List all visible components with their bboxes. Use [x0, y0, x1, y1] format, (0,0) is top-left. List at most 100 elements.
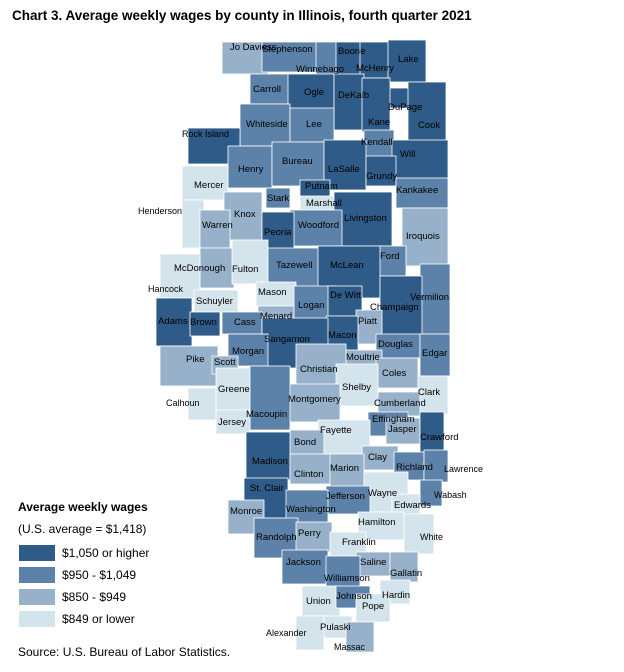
county-label: Kendall	[361, 137, 393, 148]
legend-title: Average weekly wages	[18, 500, 148, 514]
county-label: Ogle	[304, 87, 324, 98]
county-label: Franklin	[342, 537, 376, 548]
county-label: Pike	[186, 354, 204, 365]
county-label: Adams	[158, 316, 188, 327]
county-lake	[387, 39, 427, 83]
county-label: Richland	[396, 462, 433, 473]
county-henry	[227, 145, 273, 189]
legend-swatch	[18, 610, 56, 628]
county-label: Calhoun	[166, 398, 200, 408]
county-jefferson	[325, 485, 371, 515]
county-label: Saline	[360, 557, 386, 568]
county-jasper	[385, 417, 421, 445]
county-grundy	[365, 155, 397, 187]
county-label: Grundy	[366, 171, 397, 182]
county-label: Jefferson	[326, 491, 365, 502]
county-label: Pope	[362, 601, 384, 612]
county-label: Madison	[252, 456, 288, 467]
county-livingston	[333, 191, 393, 247]
county-label: McLean	[330, 260, 364, 271]
county-label: Monroe	[230, 506, 262, 517]
county-label: Livingston	[344, 213, 387, 224]
county-label: Bond	[294, 437, 316, 448]
legend-item: $850 - $949	[18, 586, 149, 608]
legend-item: $849 or lower	[18, 608, 149, 630]
county-label: Will	[400, 149, 415, 160]
county-madison	[245, 431, 291, 481]
county-label: Fayette	[320, 425, 352, 436]
county-label: Fulton	[232, 264, 258, 275]
county-fayette	[317, 419, 371, 455]
county-jackson	[281, 549, 329, 585]
county-alexander	[295, 615, 325, 651]
county-calhoun	[187, 387, 217, 421]
county-woodford	[289, 209, 343, 247]
county-white	[403, 513, 435, 555]
county-label: Rock Island	[182, 129, 229, 139]
county-label: Montgomery	[288, 394, 341, 405]
legend-item: $1,050 or higher	[18, 542, 149, 564]
county-label: McDonough	[174, 263, 225, 274]
county-label: Brown	[190, 317, 217, 328]
county-label: Johnson	[336, 591, 372, 602]
county-jersey	[215, 409, 251, 435]
legend-swatch	[18, 566, 56, 584]
county-label: LaSalle	[328, 164, 360, 175]
county-label: Marion	[330, 463, 359, 474]
county-fulton	[231, 239, 269, 285]
county-label: Cook	[418, 120, 440, 131]
county-label: Pulaski	[320, 622, 351, 633]
county-label: Jasper	[388, 424, 417, 435]
county-label: Jackson	[286, 557, 321, 568]
county-label: White	[420, 532, 443, 542]
county-pike	[159, 345, 219, 387]
county-tazewell	[267, 247, 321, 289]
county-saline	[355, 551, 391, 577]
county-greene	[215, 367, 253, 413]
county-label: Gallatin	[390, 568, 422, 579]
county-label: DeKalb	[338, 90, 369, 101]
county-label: Williamson	[324, 573, 370, 584]
legend-swatch	[18, 544, 56, 562]
county-label: Clark	[418, 387, 440, 398]
county-label: Wabash	[434, 490, 467, 500]
legend-label: $849 or lower	[62, 612, 135, 626]
county-label: Washington	[286, 504, 336, 515]
county-label: Whiteside	[246, 119, 288, 130]
county-label: Union	[306, 596, 331, 607]
county-label: Douglas	[378, 339, 413, 350]
county-label: Jersey	[218, 417, 246, 428]
county-label: Mercer	[194, 180, 224, 191]
county-sangamon	[261, 317, 329, 369]
county-wabash	[419, 479, 443, 507]
county-label: Vermilion	[410, 292, 449, 303]
county-warren	[199, 209, 231, 249]
county-label: Massac	[334, 642, 366, 652]
county-label: Macoupin	[246, 409, 287, 420]
county-label: Woodford	[298, 220, 339, 231]
county-will	[391, 139, 449, 181]
legend-item: $950 - $1,049	[18, 564, 149, 586]
county-mason	[255, 281, 297, 307]
legend-subtitle: (U.S. average = $1,418)	[18, 522, 147, 536]
county-hancock	[159, 253, 201, 299]
county-mercer	[181, 165, 229, 201]
county-label: Effingham	[372, 414, 415, 425]
county-kane	[361, 77, 391, 133]
county-adams	[155, 297, 193, 347]
county-label: Perry	[298, 528, 321, 539]
county-stephenson	[261, 41, 319, 73]
county-ogle	[287, 73, 335, 115]
county-lawrence	[423, 449, 449, 483]
county-label: Champaign	[370, 302, 419, 313]
county-massac	[345, 621, 375, 653]
county-edgar	[419, 333, 451, 377]
county-label: Scott	[214, 357, 236, 368]
county-morgan	[227, 333, 269, 367]
legend: Average weekly wages (U.S. average = $1,…	[18, 500, 149, 630]
county-label: Cumberland	[374, 398, 426, 409]
county-label: Peoria	[264, 227, 292, 238]
county-whiteside	[239, 103, 291, 147]
county-label: Cass	[234, 317, 256, 328]
county-label: Warren	[202, 220, 233, 231]
